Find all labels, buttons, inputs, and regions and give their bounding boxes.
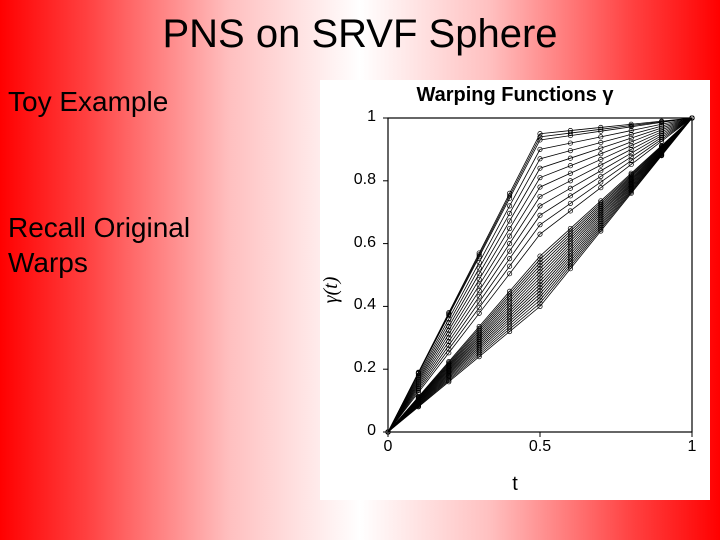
body-line-2: Warps (8, 247, 88, 278)
x-axis-label: t (320, 473, 710, 496)
plot-area (380, 110, 700, 460)
x-tick-label: 0 (368, 438, 408, 456)
y-tick-label: 0.2 (342, 359, 376, 377)
y-tick-label: 0.4 (342, 296, 376, 314)
body-line-1: Recall Original (8, 212, 190, 243)
x-tick-label: 0.5 (520, 438, 560, 456)
slide: PNS on SRVF Sphere Toy Example Recall Or… (0, 0, 720, 540)
y-tick-label: 0.6 (342, 234, 376, 252)
warping-chart: Warping Functions γ γ(t) t 0 0.2 0.4 0.6 0.8… (320, 80, 710, 500)
x-tick-label: 1 (672, 438, 712, 456)
y-tick-label: 0.8 (342, 171, 376, 189)
subtitle-text: Toy Example (8, 86, 168, 118)
body-text: Recall Original Warps (8, 210, 190, 280)
slide-title: PNS on SRVF Sphere (0, 12, 720, 57)
chart-title: Warping Functions γ (320, 84, 710, 107)
y-axis-label: γ(t) (320, 277, 343, 304)
y-tick-label: 1 (342, 108, 376, 126)
